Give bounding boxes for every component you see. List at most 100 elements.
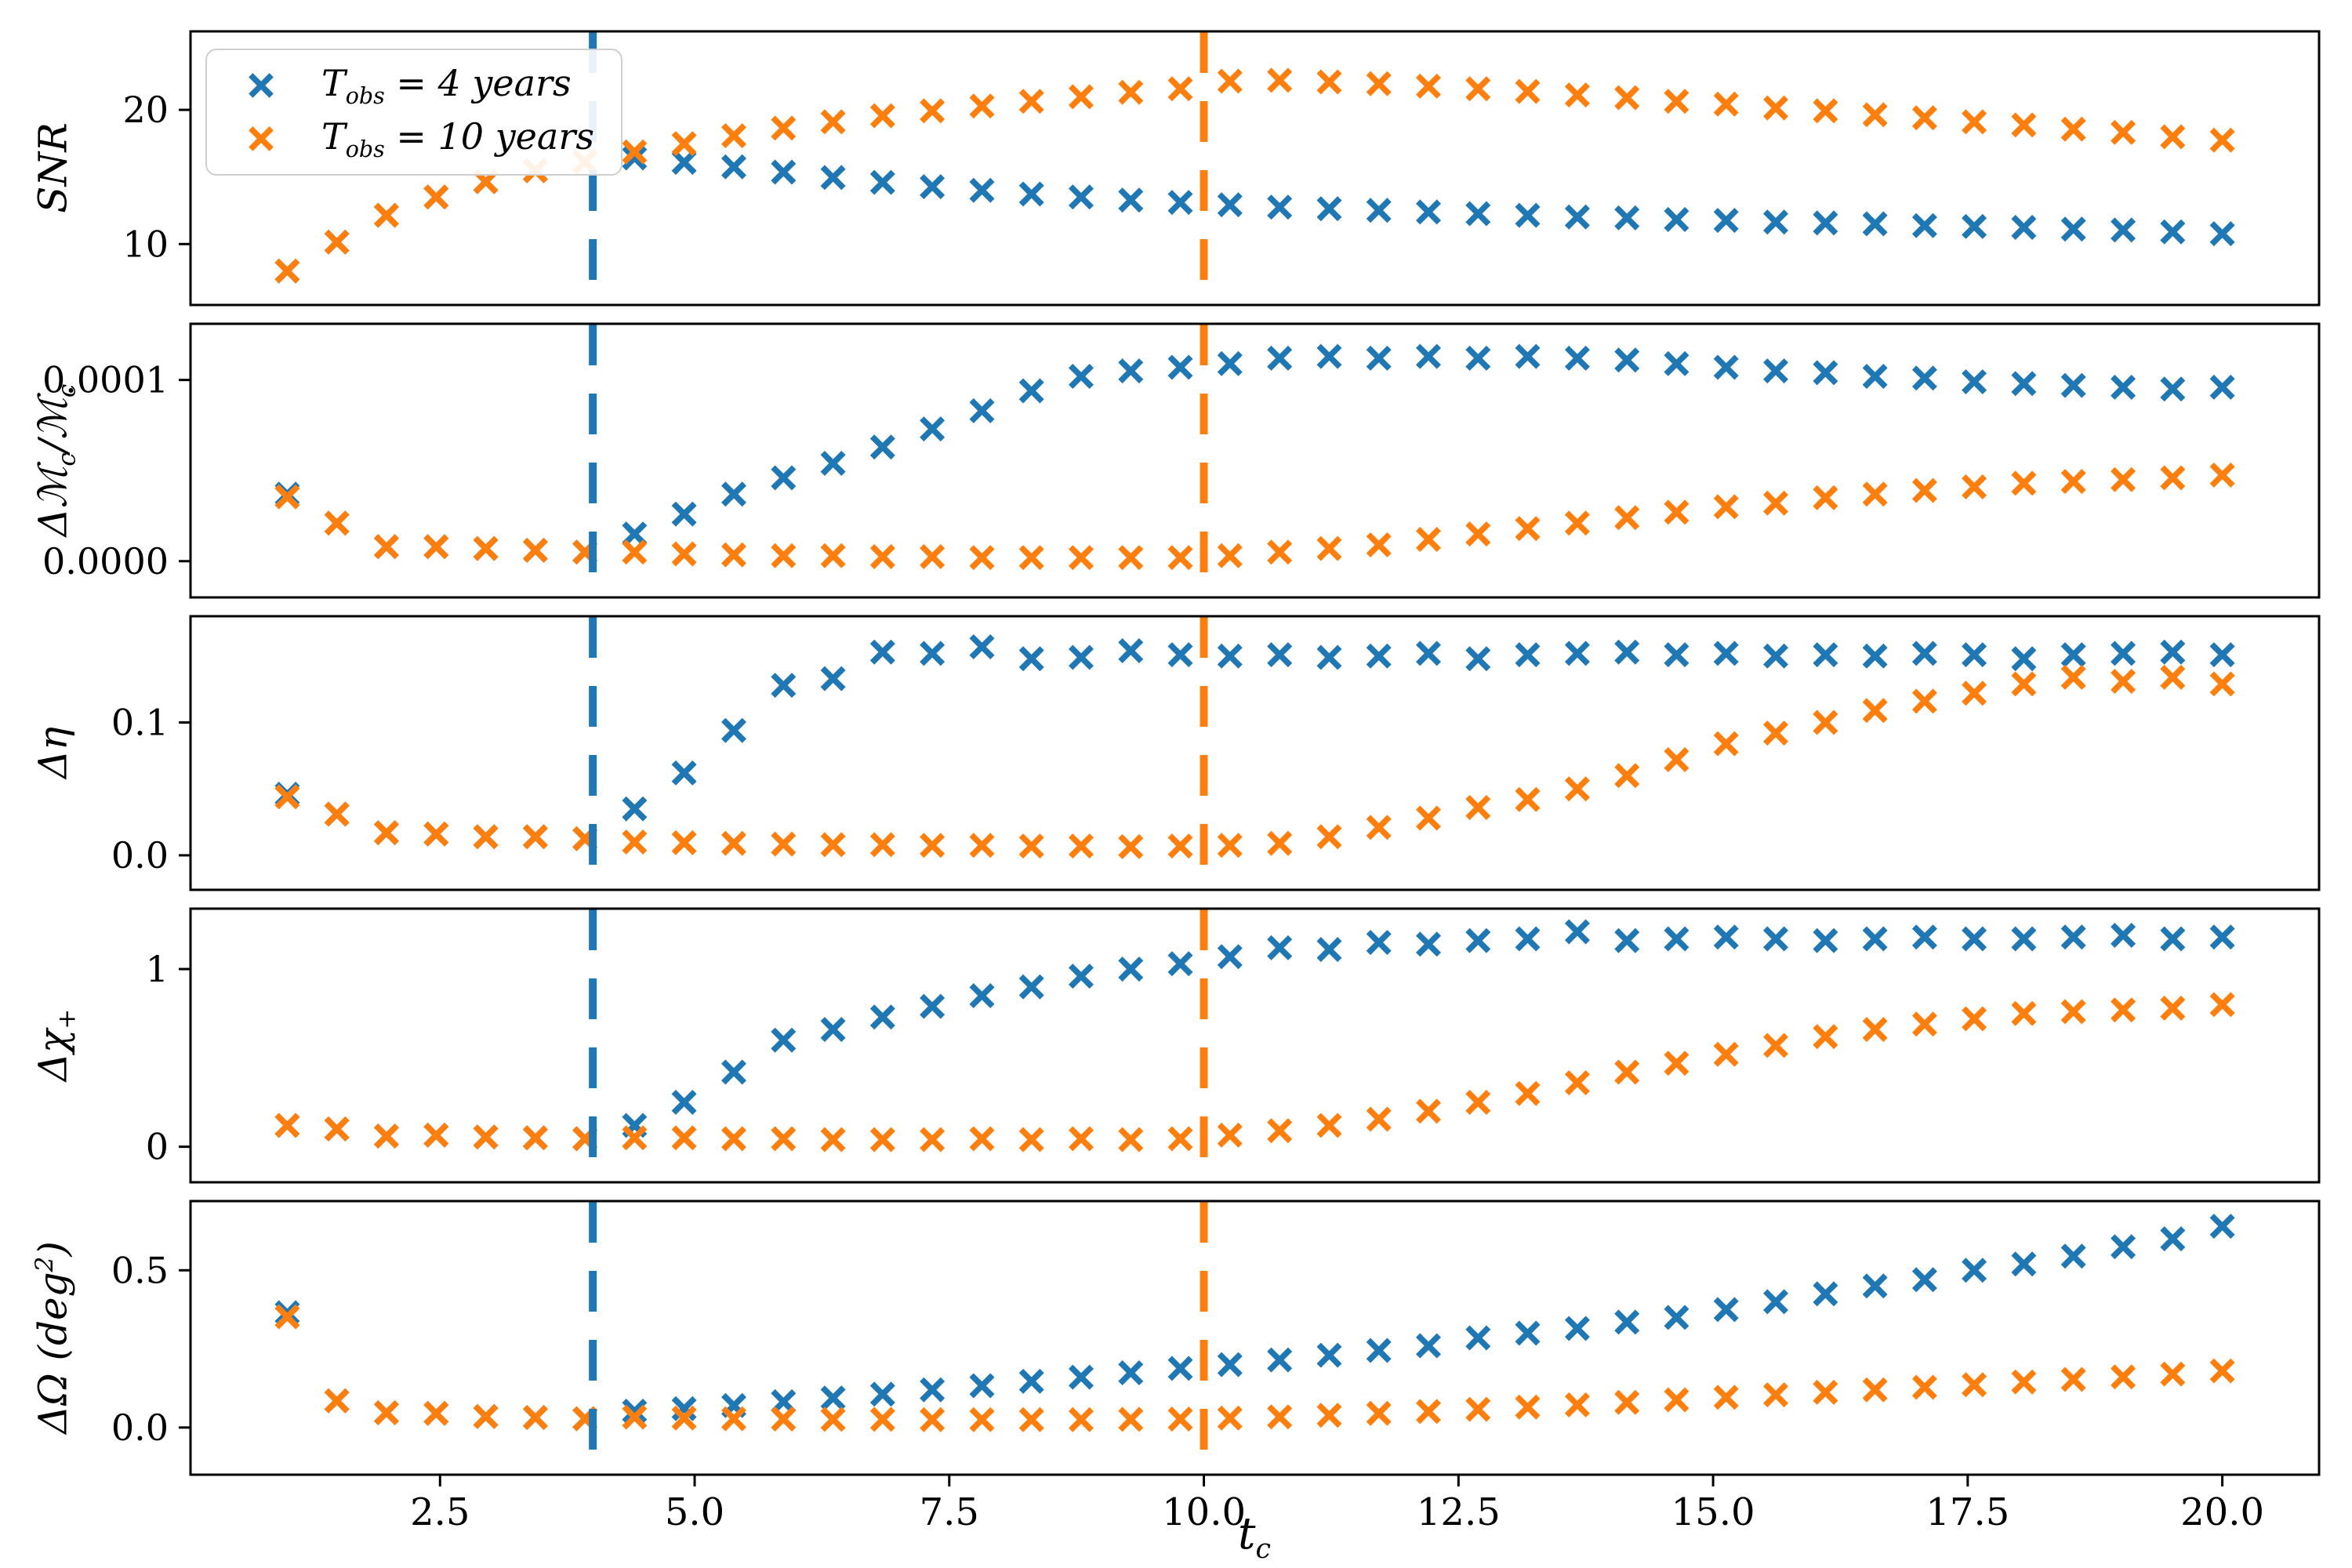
- data-point: [1911, 924, 1937, 950]
- data-point: [1316, 644, 1342, 670]
- series-blue-omega: [274, 1214, 2235, 1432]
- data-point: [1614, 927, 1640, 953]
- data-point: [1911, 105, 1937, 131]
- series-orange-eta: [274, 664, 2235, 859]
- data-point: [1962, 681, 1987, 706]
- data-point: [1465, 1090, 1491, 1115]
- data-point: [2209, 671, 2235, 697]
- data-point: [1664, 1051, 1690, 1076]
- data-point: [1614, 763, 1640, 789]
- data-point: [1465, 521, 1491, 547]
- data-point: [869, 832, 895, 858]
- data-point: [2111, 641, 2136, 666]
- data-point: [1564, 510, 1590, 536]
- data-point: [2160, 465, 2186, 491]
- data-point: [1217, 944, 1243, 970]
- data-point: [2160, 639, 2186, 665]
- data-point: [324, 510, 350, 536]
- data-point: [2011, 671, 2037, 697]
- data-point: [1167, 190, 1193, 216]
- data-point: [1069, 833, 1094, 859]
- data-point: [1018, 1127, 1044, 1152]
- data-point: [1813, 642, 1838, 668]
- data-point: [1167, 1406, 1193, 1432]
- series-orange-mchirp: [274, 463, 2235, 571]
- x-marker-glyph: [249, 72, 274, 98]
- x-tick-label: 17.5: [1926, 1490, 2009, 1534]
- data-point: [721, 1406, 746, 1432]
- data-point: [1664, 1305, 1690, 1330]
- data-point: [2060, 664, 2086, 690]
- data-point: [969, 397, 995, 423]
- data-point: [1515, 642, 1541, 668]
- data-point: [1217, 68, 1243, 94]
- data-point: [1217, 350, 1243, 376]
- data-point: [1664, 926, 1690, 952]
- data-point: [920, 993, 946, 1019]
- data-point: [969, 634, 995, 659]
- data-point: [522, 824, 548, 850]
- data-point: [1366, 1338, 1392, 1363]
- data-point: [771, 465, 797, 491]
- data-point: [721, 1392, 746, 1418]
- data-point: [1664, 747, 1690, 772]
- data-point: [622, 139, 648, 165]
- data-point: [820, 165, 846, 191]
- data-point: [2060, 1367, 2086, 1392]
- panel-mchirp: 0.0000 0.0001: [42, 322, 2321, 599]
- data-point: [1316, 937, 1342, 963]
- x-marker-icon-blue: [249, 72, 274, 98]
- legend-label-tobs-4yr: Tobs = 4 years: [321, 61, 572, 109]
- data-point: [423, 184, 449, 210]
- data-point: [324, 1388, 350, 1414]
- data-point: [1118, 1127, 1144, 1152]
- data-point: [1713, 208, 1739, 234]
- data-point: [1465, 927, 1491, 953]
- data-point: [1962, 369, 1987, 394]
- series-blue-chi: [274, 919, 2235, 1152]
- data-point: [969, 1406, 995, 1432]
- data-point: [2011, 646, 2037, 672]
- data-point: [1018, 974, 1044, 1000]
- data-point: [2111, 669, 2136, 694]
- data-point: [1862, 1273, 1888, 1299]
- data-point: [1416, 1098, 1441, 1124]
- data-point: [1862, 1377, 1888, 1403]
- data-point: [1465, 1325, 1491, 1351]
- data-point: [324, 801, 350, 827]
- data-point: [1316, 196, 1342, 222]
- data-point: [1069, 1126, 1094, 1152]
- data-point: [1763, 1033, 1788, 1058]
- data-point: [969, 833, 995, 858]
- data-point: [1664, 89, 1690, 114]
- data-point: [820, 1406, 846, 1432]
- data-point: [671, 1125, 697, 1151]
- data-point: [1862, 643, 1888, 669]
- data-point: [423, 1400, 449, 1426]
- data-point: [2060, 372, 2086, 398]
- data-point: [1564, 1316, 1590, 1341]
- data-point: [1515, 516, 1541, 542]
- data-point: [473, 1403, 499, 1429]
- data-point: [1465, 76, 1491, 102]
- data-point: [869, 434, 895, 460]
- data-point: [1614, 639, 1640, 665]
- data-point: [671, 541, 697, 567]
- data-point: [1267, 345, 1293, 371]
- data-point: [771, 831, 797, 857]
- data-point: [423, 821, 449, 847]
- data-point: [1813, 1379, 1838, 1405]
- data-point: [1366, 198, 1392, 223]
- data-point: [2209, 992, 2235, 1018]
- data-point: [1911, 1267, 1937, 1293]
- data-point: [1763, 358, 1788, 384]
- data-point: [1763, 95, 1788, 121]
- panel-border: [189, 615, 2321, 891]
- data-point: [1862, 364, 1888, 389]
- data-point: [1515, 202, 1541, 228]
- y-tick-label: 0.0: [111, 1406, 169, 1449]
- data-point: [671, 150, 697, 176]
- data-point: [1267, 1347, 1293, 1373]
- data-point: [2111, 997, 2136, 1023]
- x-tick-label: 15.0: [1671, 1490, 1755, 1534]
